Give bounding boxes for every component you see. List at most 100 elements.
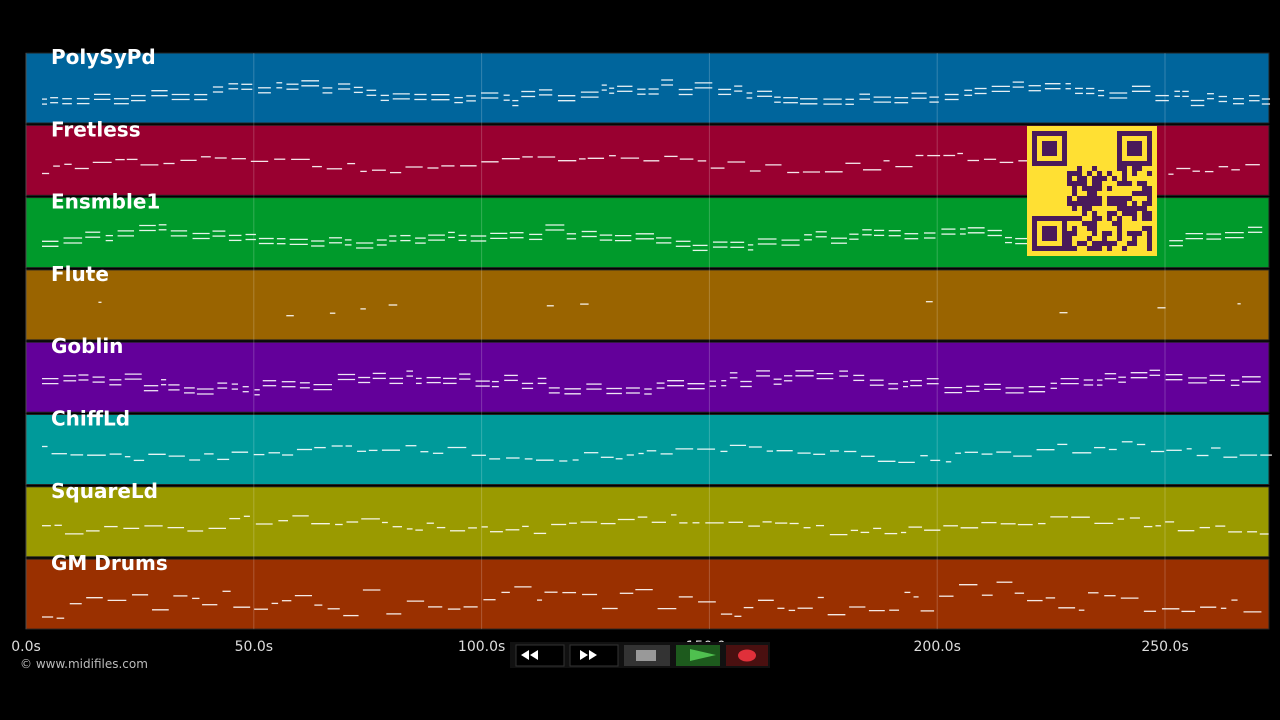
tick-label: 100.0s — [458, 639, 505, 655]
track: Goblin — [25, 334, 1270, 413]
qr-cell — [1087, 221, 1092, 226]
track-name: PolySyPd — [51, 45, 156, 69]
qr-cell — [1112, 241, 1117, 246]
qr-cell — [1117, 201, 1122, 206]
track-name: Fretless — [51, 117, 141, 141]
notes — [42, 581, 1262, 619]
qr-cell — [1137, 166, 1142, 171]
qr-cell — [1077, 166, 1082, 171]
rewind-button[interactable] — [515, 644, 565, 667]
qr-cell — [1112, 176, 1117, 181]
qr-cell — [1097, 181, 1102, 186]
qr-cell — [1117, 231, 1122, 236]
qr-cell — [1107, 186, 1112, 191]
qr-cell — [1147, 196, 1152, 201]
qr-cell — [1122, 246, 1127, 251]
qr-cell — [1132, 236, 1137, 241]
qr-cell — [1132, 211, 1137, 216]
qr-cell — [1072, 186, 1077, 191]
track-lane — [25, 558, 1270, 630]
qr-cell — [1092, 201, 1097, 206]
qr-cell — [1142, 186, 1147, 191]
stop-button[interactable] — [624, 645, 670, 666]
tick-label: 0.0s — [11, 639, 41, 655]
qr-finder — [1042, 226, 1057, 241]
qr-cell — [1087, 226, 1092, 231]
qr-cell — [1132, 166, 1137, 171]
fast-forward-button[interactable] — [569, 644, 619, 667]
qr-cell — [1072, 246, 1077, 251]
qr-cell — [1072, 181, 1077, 186]
qr-cell — [1087, 196, 1092, 201]
notes — [42, 224, 1263, 252]
qr-cell — [1122, 176, 1127, 181]
qr-cell — [1147, 201, 1152, 206]
qr-cell — [1082, 186, 1087, 191]
qr-cell — [1097, 196, 1102, 201]
qr-finder — [1042, 141, 1057, 156]
qr-cell — [1082, 211, 1087, 216]
qr-cell — [1082, 196, 1087, 201]
qr-cell — [1072, 171, 1077, 176]
qr-cell — [1107, 246, 1112, 251]
qr-cell — [1117, 221, 1122, 226]
qr-cell — [1067, 196, 1072, 201]
qr-cell — [1147, 246, 1152, 251]
copyright: © www.midifiles.com — [20, 657, 148, 671]
qr-cell — [1092, 231, 1097, 236]
qr-cell — [1122, 196, 1127, 201]
qr-cell — [1072, 191, 1077, 196]
qr-cell — [1087, 171, 1092, 176]
qr-cell — [1117, 206, 1122, 211]
qr-cell — [1122, 206, 1127, 211]
qr-cell — [1132, 216, 1137, 221]
qr-cell — [1092, 191, 1097, 196]
qr-cell — [1072, 206, 1077, 211]
qr-cell — [1067, 176, 1072, 181]
qr-cell — [1117, 196, 1122, 201]
qr-cell — [1107, 211, 1112, 216]
qr-cell — [1092, 211, 1097, 216]
qr-finder — [1117, 131, 1152, 166]
qr-cell — [1142, 216, 1147, 221]
qr-cell — [1142, 191, 1147, 196]
play-button[interactable] — [676, 645, 720, 666]
tick-label: 50.0s — [235, 639, 273, 655]
qr-cell — [1147, 226, 1152, 231]
qr-cell — [1077, 181, 1082, 186]
qr-cell — [1082, 221, 1087, 226]
qr-cell — [1097, 241, 1102, 246]
track-lane — [25, 52, 1270, 124]
qr-cell — [1102, 236, 1107, 241]
qr-cell — [1067, 181, 1072, 186]
qr-cell — [1087, 201, 1092, 206]
qr-cell — [1082, 176, 1087, 181]
qr-cell — [1097, 201, 1102, 206]
qr-cell — [1077, 171, 1082, 176]
qr-cell — [1127, 206, 1132, 211]
qr-cell — [1097, 176, 1102, 181]
qr-cell — [1137, 206, 1142, 211]
track-name: Goblin — [51, 334, 123, 358]
qr-finder — [1127, 141, 1142, 156]
qr-cell — [1072, 216, 1077, 221]
qr-cell — [1092, 216, 1097, 221]
qr-cell — [1147, 231, 1152, 236]
qr-cell — [1127, 211, 1132, 216]
qr-cell — [1067, 231, 1072, 236]
qr-cell — [1122, 201, 1127, 206]
qr-cell — [1122, 181, 1127, 186]
qr-cell — [1087, 236, 1092, 241]
qr-cell — [1127, 231, 1132, 236]
qr-cell — [1082, 241, 1087, 246]
qr-cell — [1077, 216, 1082, 221]
qr-cell — [1137, 231, 1142, 236]
qr-cell — [1102, 231, 1107, 236]
record-button[interactable] — [726, 645, 768, 666]
qr-cell — [1102, 176, 1107, 181]
qr-cell — [1092, 181, 1097, 186]
qr-cell — [1132, 191, 1137, 196]
qr-cell — [1077, 176, 1082, 181]
